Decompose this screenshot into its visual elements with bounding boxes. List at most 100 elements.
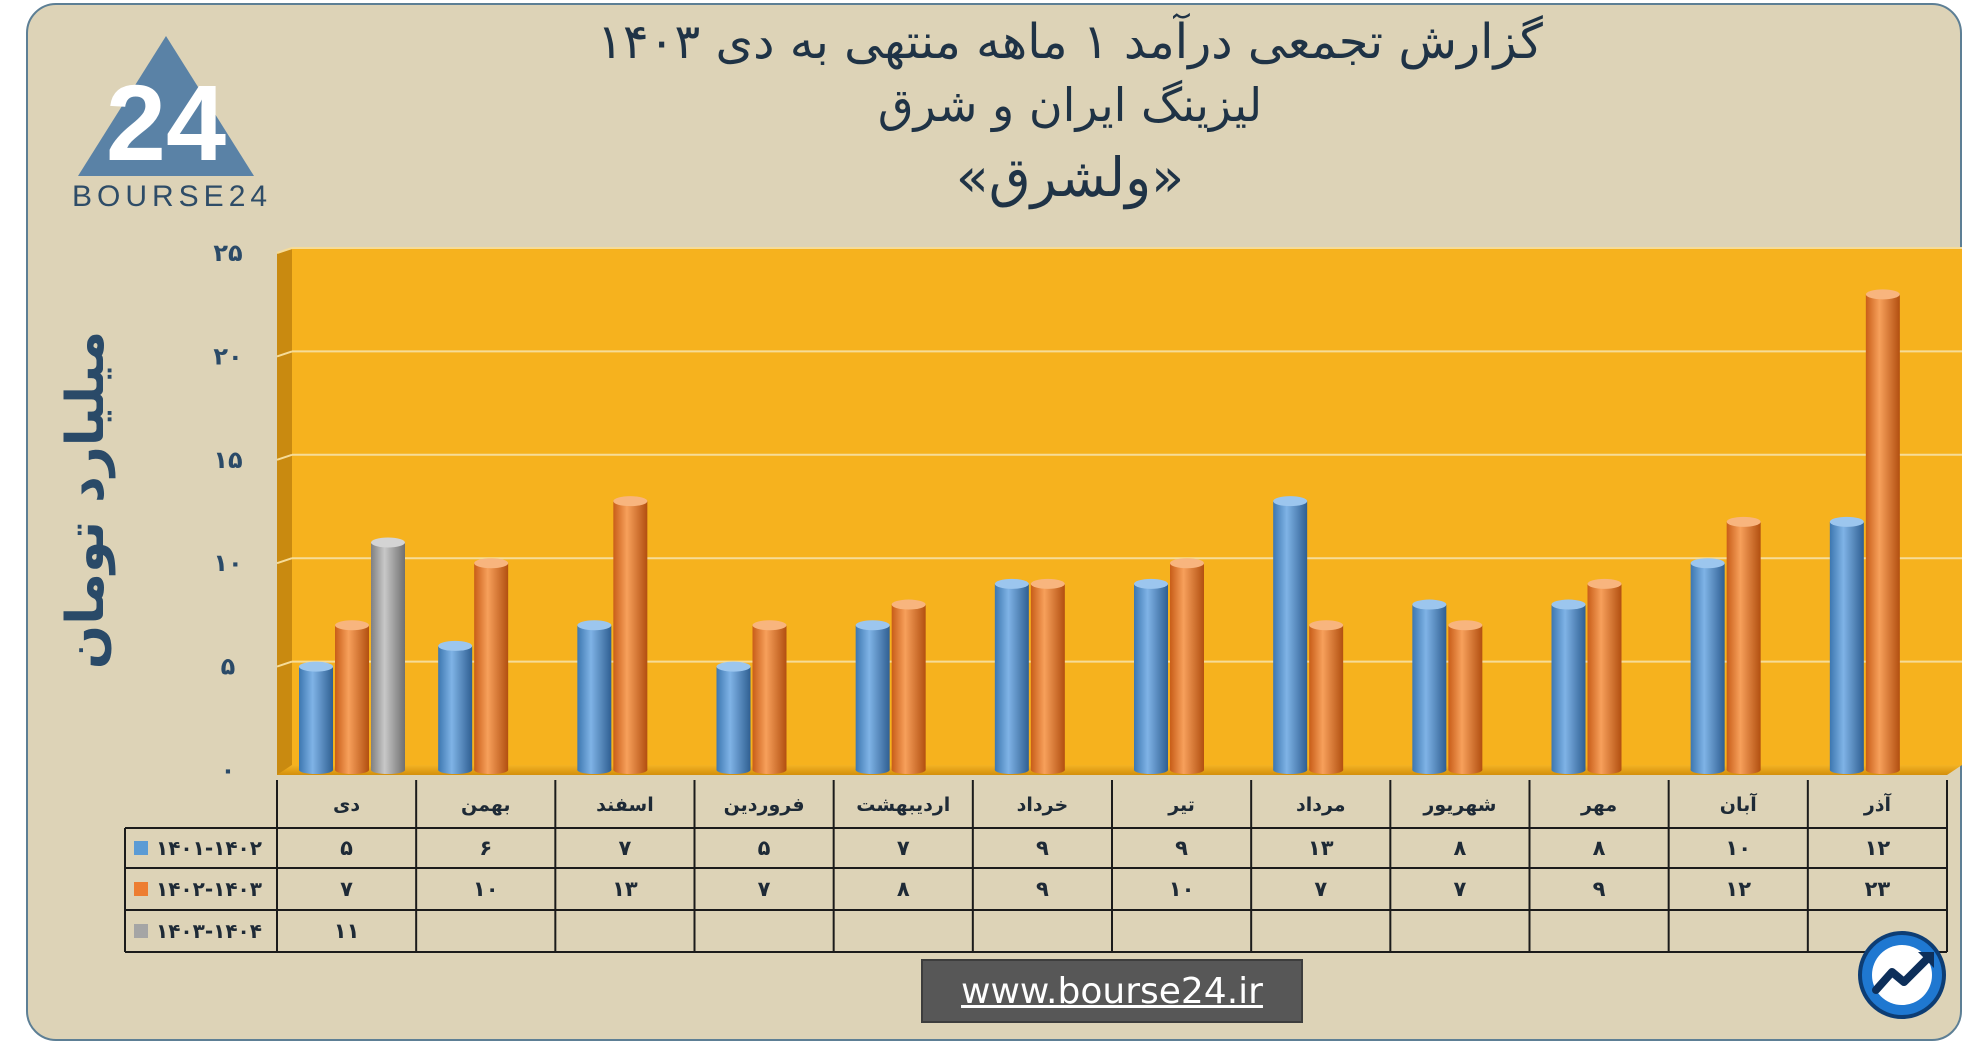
bar-1-4	[891, 604, 926, 770]
y-tick-label-4: ۲۰	[213, 342, 242, 370]
category-label-8: شهریور	[1422, 794, 1496, 816]
data-label-1-6: ۱۰	[1169, 877, 1195, 901]
bar-base-0-4	[855, 766, 890, 774]
legend-label-0: ۱۴۰۱-۱۴۰۲	[156, 836, 262, 860]
website-link-box[interactable]: www.bourse24.ir	[921, 959, 1303, 1023]
data-label-1-8: ۷	[1454, 877, 1467, 901]
category-label-11: آذر	[1863, 792, 1892, 816]
bar-top-1-5	[1030, 578, 1065, 589]
bar-top-0-9	[1551, 599, 1586, 610]
bourse24-logo: 24	[78, 36, 254, 183]
y-tick-label-2: ۱۰	[213, 549, 242, 577]
bar-top-0-11	[1829, 516, 1864, 527]
bar-base-1-11	[1865, 766, 1900, 774]
logo-text: BOURSE24	[72, 180, 273, 213]
bar-base-0-9	[1551, 766, 1586, 774]
category-label-6: تیر	[1167, 794, 1195, 816]
bar-0-3	[716, 666, 751, 770]
data-label-0-8: ۸	[1454, 836, 1467, 860]
bar-base-0-1	[438, 766, 473, 774]
bars	[299, 289, 1900, 774]
data-label-0-9: ۸	[1593, 836, 1606, 860]
category-label-7: مرداد	[1296, 794, 1346, 816]
bar-base-0-3	[716, 766, 751, 774]
grid-line-side-4	[276, 350, 293, 358]
bar-base-1-1	[474, 766, 509, 774]
bar-base-0-10	[1690, 766, 1725, 774]
data-label-1-10: ۱۲	[1725, 877, 1751, 901]
category-label-2: اسفند	[596, 794, 654, 816]
arrow-head-icon	[1918, 952, 1934, 968]
bar-0-6	[1134, 583, 1168, 770]
data-label-0-4: ۷	[897, 836, 910, 860]
bar-top-1-3	[752, 620, 787, 631]
bar-base-0-5	[994, 766, 1029, 774]
category-label-10: آبان	[1720, 792, 1757, 816]
data-label-0-2: ۷	[619, 836, 632, 860]
bar-base-2-0	[371, 766, 405, 774]
data-label-1-4: ۸	[897, 877, 910, 901]
data-label-0-0: ۵	[340, 836, 353, 860]
bar-0-1	[438, 645, 473, 770]
bar-base-0-11	[1829, 766, 1864, 774]
bar-base-1-10	[1726, 766, 1761, 774]
data-label-0-7: ۱۳	[1308, 836, 1334, 860]
data-label-1-3: ۷	[758, 877, 771, 901]
bar-base-1-2	[613, 766, 648, 774]
bar-top-1-2	[613, 496, 648, 507]
data-label-1-5: ۹	[1036, 877, 1049, 901]
bar-base-0-8	[1412, 766, 1447, 774]
legend-swatch-0	[134, 841, 148, 855]
bar-0-2	[577, 625, 612, 770]
bar-0-7	[1273, 501, 1308, 770]
bar-1-6	[1170, 563, 1204, 770]
bar-top-0-8	[1412, 599, 1447, 610]
grid-line-side-3	[276, 453, 293, 461]
grid-line-side-1	[276, 660, 293, 668]
logo-triangle	[78, 36, 254, 176]
bar-1-0	[335, 625, 369, 770]
grid-line-side-5	[276, 247, 293, 254]
legend-swatch-2	[134, 924, 148, 938]
trend-arrow-icon	[1872, 954, 1932, 994]
chart-title: گزارش تجمعی درآمد ۱ ماهه منتهی به دی ۱۴۰…	[597, 14, 1543, 70]
data-table: دی بهمن اسفند فروردین اردیبهشت خرداد تیر مرداد ش…	[124, 780, 1948, 953]
bar-1-3	[752, 625, 787, 770]
y-axis-label: میلیارد تومان	[56, 330, 116, 670]
legend-label-2: ۱۴۰۳-۱۴۰۴	[156, 919, 262, 943]
bar-0-11	[1829, 521, 1864, 770]
bar-top-1-7	[1309, 620, 1344, 631]
bar-top-0-5	[994, 578, 1029, 589]
website-link[interactable]: www.bourse24.ir	[961, 971, 1263, 1012]
data-label-1-1: ۱۰	[473, 877, 499, 901]
bar-base-1-6	[1170, 766, 1204, 774]
bar-1-2	[613, 501, 648, 770]
bar-0-9	[1551, 604, 1586, 770]
data-label-2-0: ۱۱	[334, 919, 360, 943]
plot-floor	[277, 765, 1962, 775]
bourse24-round-logo	[1858, 931, 1946, 1019]
data-label-1-2: ۱۳	[612, 877, 638, 901]
y-tick-label-5: ۲۵	[213, 239, 242, 267]
legend-swatch-1	[134, 882, 148, 896]
data-label-1-7: ۷	[1314, 877, 1327, 901]
bar-top-0-4	[855, 620, 890, 631]
category-label-1: بهمن	[461, 794, 511, 816]
round-logo-inner	[1872, 945, 1932, 1005]
bar-top-1-6	[1170, 558, 1204, 569]
logo-mark: 24	[106, 62, 226, 183]
grid-line-side-2	[276, 557, 293, 565]
bar-0-4	[855, 625, 890, 770]
data-label-0-6: ۹	[1175, 836, 1188, 860]
bar-top-0-7	[1273, 496, 1308, 507]
y-axis-ticks: ۰ ۵ ۱۰ ۱۵ ۲۰ ۲۵	[213, 239, 242, 784]
bar-top-0-0	[299, 661, 333, 672]
chart-symbol: «ولشرق»	[955, 146, 1185, 209]
category-label-9: مهر	[1580, 794, 1617, 816]
bar-2-0	[371, 542, 405, 770]
bar-top-0-10	[1690, 558, 1725, 569]
bar-base-0-0	[299, 766, 333, 774]
y-tick-label-3: ۱۵	[213, 446, 242, 474]
category-label-3: فروردین	[724, 794, 805, 816]
